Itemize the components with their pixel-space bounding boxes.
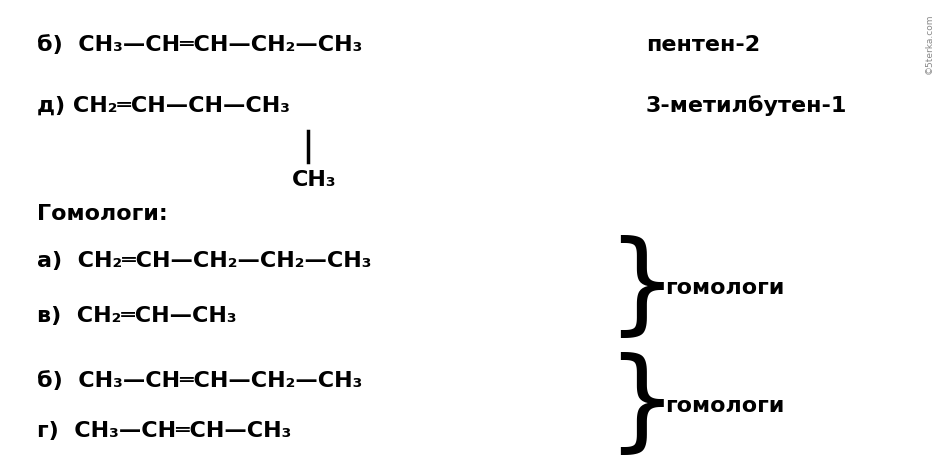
Text: }: }	[606, 235, 677, 342]
Text: д) CH₂═CH—CH—CH₃: д) CH₂═CH—CH—CH₃	[37, 96, 290, 116]
Text: б)  CH₃—CH═CH—CH₂—CH₃: б) CH₃—CH═CH—CH₂—CH₃	[37, 371, 363, 391]
Text: гомологи: гомологи	[664, 396, 784, 416]
Text: }: }	[606, 352, 677, 459]
Text: гомологи: гомологи	[664, 279, 784, 298]
Text: 3-метилбутен-1: 3-метилбутен-1	[645, 95, 847, 116]
Text: а)  CH₂═CH—CH₂—CH₂—CH₃: а) CH₂═CH—CH₂—CH₂—CH₃	[37, 251, 371, 272]
Text: ©5terka.com: ©5terka.com	[924, 13, 934, 74]
Text: в)  CH₂═CH—CH₃: в) CH₂═CH—CH₃	[37, 306, 237, 325]
Text: пентен-2: пентен-2	[645, 35, 760, 55]
Text: г)  CH₃—CH═CH—CH₃: г) CH₃—CH═CH—CH₃	[37, 420, 291, 440]
Text: Гомологи:: Гомологи:	[37, 204, 168, 224]
Text: б)  CH₃—CH═CH—CH₂—CH₃: б) CH₃—CH═CH—CH₂—CH₃	[37, 35, 363, 55]
Text: CH₃: CH₃	[292, 170, 337, 190]
